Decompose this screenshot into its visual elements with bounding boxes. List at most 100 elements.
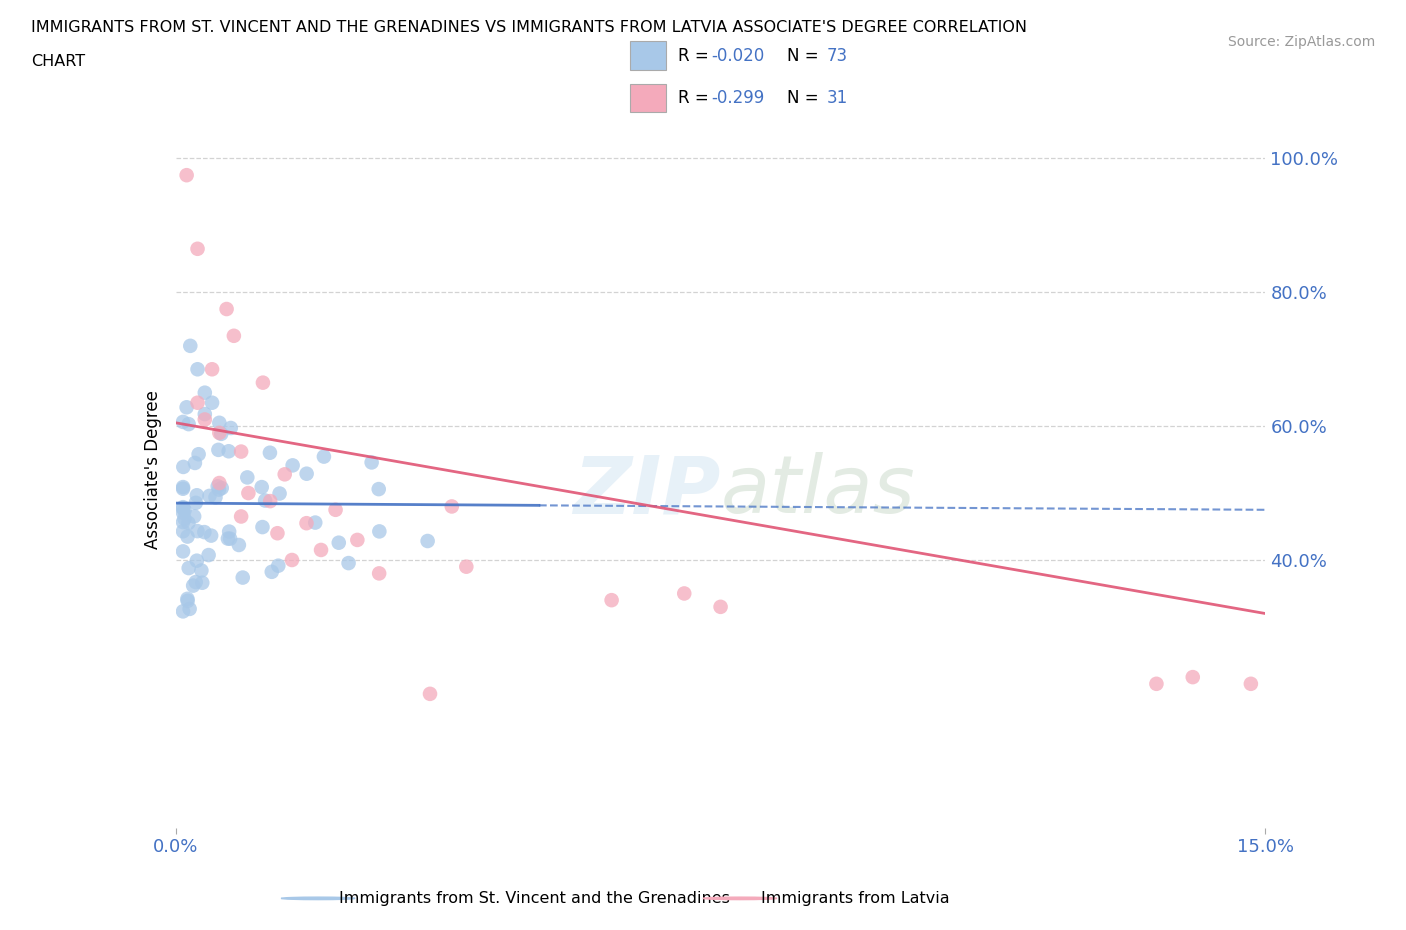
Point bbox=[346, 533, 368, 548]
Point bbox=[281, 552, 304, 567]
Text: -0.299: -0.299 bbox=[711, 89, 765, 107]
Point bbox=[440, 499, 463, 514]
Point bbox=[208, 475, 231, 490]
Point bbox=[201, 362, 224, 377]
Point bbox=[259, 494, 281, 509]
Point bbox=[274, 467, 297, 482]
Point bbox=[250, 480, 273, 495]
Point bbox=[186, 242, 209, 257]
Point bbox=[201, 395, 224, 410]
Point bbox=[304, 515, 326, 530]
Point bbox=[309, 542, 332, 557]
Point bbox=[172, 480, 194, 495]
Point bbox=[173, 512, 195, 526]
Point bbox=[172, 459, 194, 474]
Point bbox=[177, 417, 200, 432]
Point bbox=[172, 604, 194, 618]
Point bbox=[217, 531, 239, 546]
Text: R =: R = bbox=[678, 46, 714, 64]
Point bbox=[209, 427, 232, 442]
Point bbox=[207, 479, 229, 494]
Point bbox=[360, 455, 382, 470]
Point bbox=[295, 516, 318, 531]
Point bbox=[710, 600, 733, 615]
Point bbox=[184, 456, 207, 471]
Point bbox=[187, 446, 209, 461]
Point bbox=[177, 515, 200, 530]
Point bbox=[200, 528, 222, 543]
Text: R =: R = bbox=[678, 89, 714, 107]
Point bbox=[208, 416, 231, 431]
Point bbox=[416, 534, 439, 549]
Point bbox=[673, 586, 696, 601]
Point bbox=[254, 493, 277, 508]
Point bbox=[312, 449, 335, 464]
Point bbox=[267, 558, 290, 573]
Point bbox=[218, 444, 240, 458]
Point bbox=[1146, 676, 1168, 691]
Text: -0.020: -0.020 bbox=[711, 46, 765, 64]
Point bbox=[269, 486, 291, 501]
Circle shape bbox=[281, 897, 356, 899]
Point bbox=[172, 524, 194, 538]
Point bbox=[197, 548, 219, 563]
Bar bbox=[630, 84, 666, 112]
Point bbox=[176, 593, 198, 608]
Point bbox=[219, 531, 242, 546]
Point bbox=[172, 415, 194, 430]
Point bbox=[232, 570, 254, 585]
Point bbox=[368, 524, 391, 538]
Text: atlas: atlas bbox=[721, 452, 915, 530]
Point bbox=[600, 592, 623, 607]
Text: Immigrants from St. Vincent and the Grenadines: Immigrants from St. Vincent and the Gren… bbox=[339, 891, 730, 906]
Point bbox=[193, 525, 215, 539]
Point bbox=[215, 301, 238, 316]
Point bbox=[186, 524, 208, 538]
Point bbox=[219, 420, 242, 435]
Point bbox=[208, 425, 231, 440]
Point bbox=[368, 566, 391, 581]
Point bbox=[177, 561, 200, 576]
Text: N =: N = bbox=[787, 89, 824, 107]
Point bbox=[419, 686, 441, 701]
Point bbox=[222, 328, 245, 343]
Point bbox=[295, 466, 318, 481]
Text: 31: 31 bbox=[827, 89, 848, 107]
Bar bbox=[630, 42, 666, 70]
Point bbox=[259, 445, 281, 460]
Point bbox=[1181, 670, 1204, 684]
Point bbox=[191, 576, 214, 591]
Point bbox=[208, 482, 231, 497]
Point bbox=[194, 412, 217, 427]
Text: N =: N = bbox=[787, 46, 824, 64]
Circle shape bbox=[703, 897, 778, 899]
Point bbox=[228, 538, 250, 552]
Point bbox=[231, 509, 253, 524]
Point bbox=[186, 553, 208, 568]
Point bbox=[456, 559, 478, 574]
Point bbox=[260, 565, 283, 579]
Point bbox=[186, 362, 209, 377]
Text: 73: 73 bbox=[827, 46, 848, 64]
Point bbox=[172, 514, 194, 529]
Point bbox=[184, 575, 207, 590]
Point bbox=[367, 482, 389, 497]
Point bbox=[204, 490, 226, 505]
Point bbox=[236, 470, 259, 485]
Point bbox=[190, 563, 212, 578]
Point bbox=[252, 375, 274, 390]
Point bbox=[218, 525, 240, 539]
Point bbox=[179, 339, 201, 353]
Point bbox=[328, 536, 350, 551]
Text: IMMIGRANTS FROM ST. VINCENT AND THE GRENADINES VS IMMIGRANTS FROM LATVIA ASSOCIA: IMMIGRANTS FROM ST. VINCENT AND THE GREN… bbox=[31, 20, 1026, 35]
Point bbox=[238, 485, 260, 500]
Point bbox=[181, 578, 204, 593]
Point bbox=[211, 481, 233, 496]
Point bbox=[172, 505, 194, 520]
Point bbox=[176, 591, 198, 606]
Point bbox=[337, 555, 360, 570]
Y-axis label: Associate's Degree: Associate's Degree bbox=[143, 391, 162, 549]
Point bbox=[176, 167, 198, 182]
Point bbox=[325, 502, 347, 517]
Point bbox=[198, 488, 221, 503]
